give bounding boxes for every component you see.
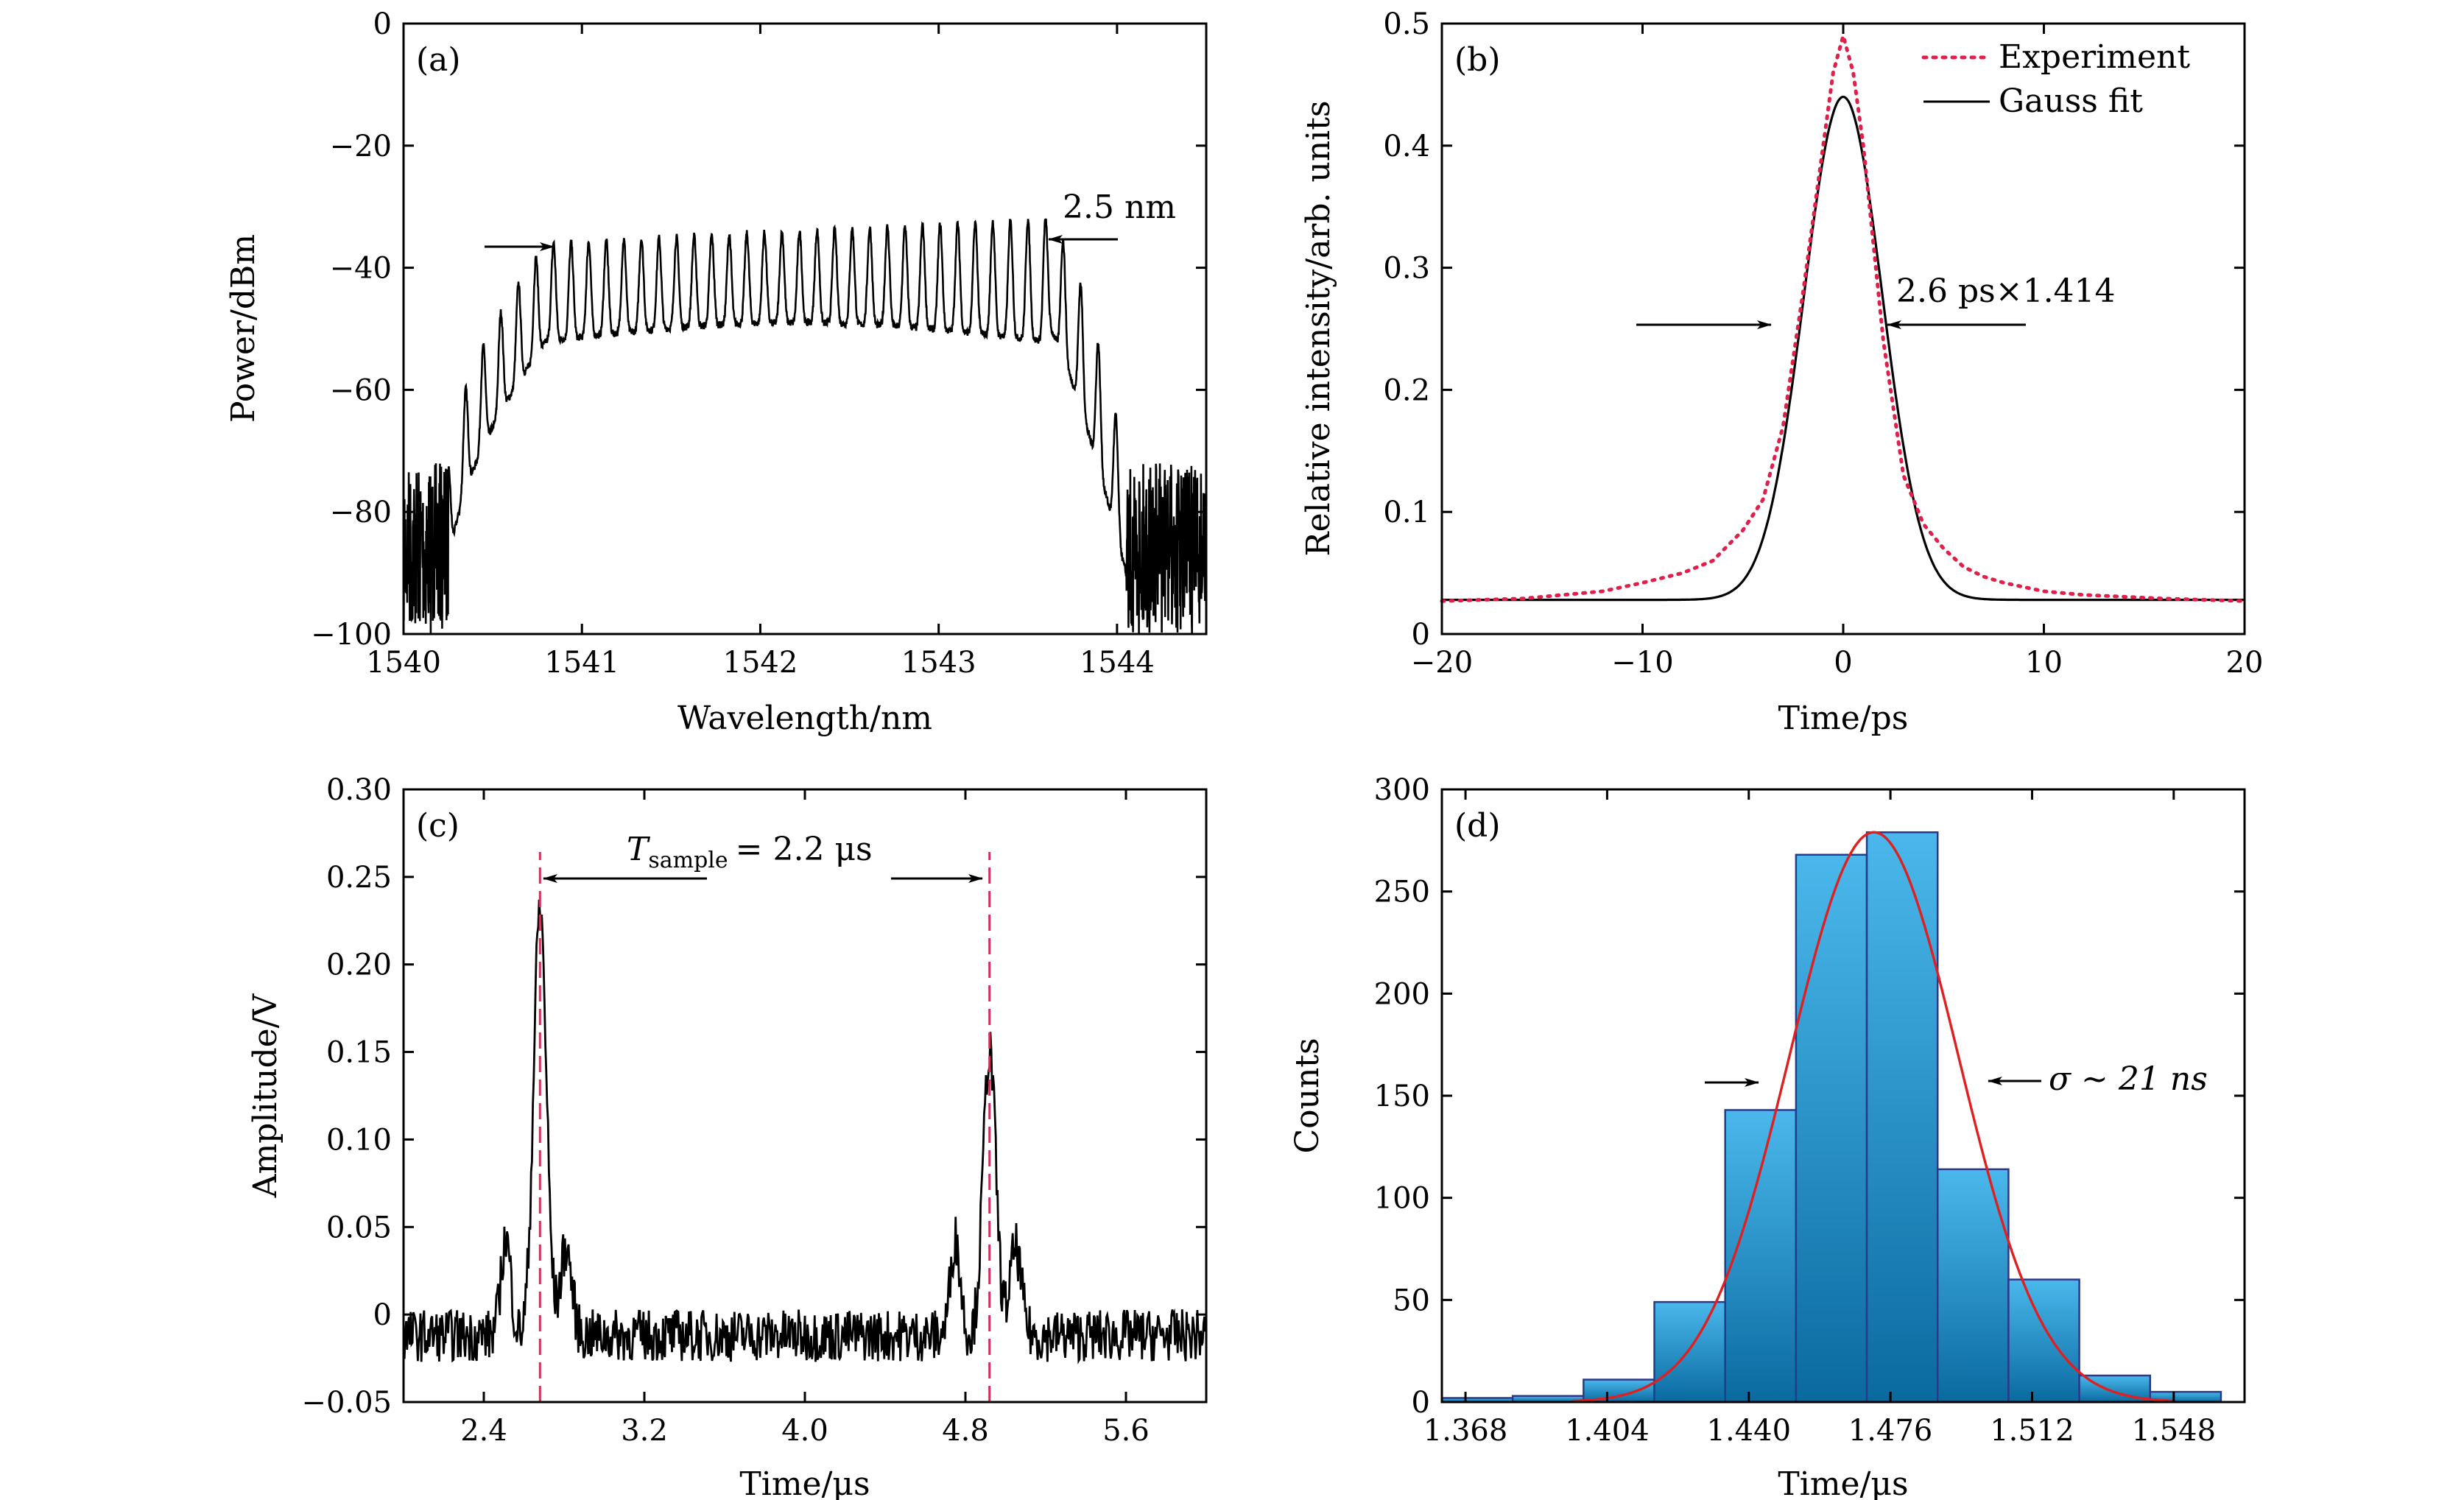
legend-gauss-label: Gauss fit xyxy=(1999,82,2143,120)
panel-c-annotation: Tsample = 2.2 μs xyxy=(543,831,983,883)
y-tick-label: 0.1 xyxy=(1383,496,1430,529)
y-tick-label: 0 xyxy=(1412,618,1430,652)
panel-a-plot xyxy=(402,218,1208,634)
x-tick-label: 4.0 xyxy=(781,1414,828,1448)
y-tick-label: 0.20 xyxy=(326,948,392,982)
y-tick-label: 0 xyxy=(1412,1386,1430,1420)
x-tick-label: 1544 xyxy=(1080,646,1155,680)
y-tick-label: 0.5 xyxy=(1383,7,1430,41)
x-tick-label: 1.476 xyxy=(1848,1414,1933,1448)
y-tick-label: 0.4 xyxy=(1383,130,1430,163)
x-tick-label: 1541 xyxy=(544,646,619,680)
experiment-line xyxy=(1440,34,2247,603)
panel-a-annotation: 2.5 nm xyxy=(485,189,1176,251)
panel-b-ylabel: Relative intensity/arb. units xyxy=(1300,100,1337,556)
panel-d: (d) Time/μs Counts 1.368 1.404 1.440 1.476 1… xyxy=(1289,773,2246,1500)
legend-experiment-label: Experiment xyxy=(1999,38,2190,76)
x-tick-label: 1.512 xyxy=(1990,1414,2074,1448)
y-tick-label: 250 xyxy=(1374,876,1430,909)
y-tick-label: 0 xyxy=(373,7,392,41)
y-tick-label: −0.05 xyxy=(301,1386,392,1420)
x-tick-label: 1543 xyxy=(901,646,976,680)
histogram-bar xyxy=(1724,1109,1798,1404)
panel-d-ylabel: Counts xyxy=(1289,1038,1326,1153)
y-tick-label: 0.15 xyxy=(326,1036,392,1070)
x-tick-label: 1542 xyxy=(723,646,798,680)
x-tick-label: 0 xyxy=(1834,646,1852,680)
x-tick-label: 5.6 xyxy=(1102,1414,1150,1448)
panel-d-ticks: 1.368 1.404 1.440 1.476 1.512 1.548 0 50 100 150 2… xyxy=(1374,773,2245,1448)
histogram-bar xyxy=(2007,1278,2080,1404)
x-tick-label: 10 xyxy=(2025,646,2063,680)
y-tick-label: −80 xyxy=(330,496,392,529)
panel-a-xlabel: Wavelength/nm xyxy=(677,700,932,737)
bandwidth-label: 2.5 nm xyxy=(1063,189,1176,226)
x-tick-label: 1540 xyxy=(366,646,441,680)
histogram-bar xyxy=(1653,1300,1726,1404)
y-tick-label: 0.05 xyxy=(326,1211,392,1244)
y-tick-label: 0.25 xyxy=(326,861,392,895)
panel-c-label: (c) xyxy=(416,807,460,845)
panel-c-plot xyxy=(402,852,1208,1402)
panel-a-ylabel: Power/dBm xyxy=(225,234,262,423)
panel-c-ylabel: Amplitude/V xyxy=(247,993,284,1198)
spectrum-line xyxy=(402,218,1208,634)
histogram-bar xyxy=(1936,1168,2010,1404)
gauss-fit-line xyxy=(1442,95,2245,602)
panel-a: (a) Wavelength/nm Power/dBm 1540 1541 1542… xyxy=(225,7,1208,737)
panel-d-annotation: σ ∼ 21 ns xyxy=(1705,1060,2208,1098)
y-tick-label: 200 xyxy=(1374,977,1430,1011)
x-tick-label: 2.4 xyxy=(460,1414,507,1448)
x-tick-label: 3.2 xyxy=(621,1414,668,1448)
panel-b-annotation: 2.6 ps×1.414 xyxy=(1636,272,2116,329)
x-tick-label: −10 xyxy=(1611,646,1673,680)
panel-b-ticks: −20 −10 0 10 20 0 0.1 0.2 0.3 0.4 0.5 xyxy=(1383,7,2263,680)
panel-d-plot xyxy=(1440,831,2222,1404)
y-tick-label: 0.10 xyxy=(326,1123,392,1157)
y-tick-label: 150 xyxy=(1374,1080,1430,1113)
panel-d-xlabel: Time/μs xyxy=(1778,1465,1908,1500)
y-tick-label: −60 xyxy=(330,373,392,407)
y-tick-label: 0 xyxy=(373,1298,392,1332)
histogram-bar xyxy=(1865,831,1939,1404)
x-tick-label: 1.368 xyxy=(1423,1414,1508,1448)
panel-a-ticks: 1540 1541 1542 1543 1544 0 −20 −40 −60 −80 −100 xyxy=(311,7,1206,680)
y-tick-label: 100 xyxy=(1374,1182,1430,1216)
panel-b-plot xyxy=(1440,34,2247,603)
y-tick-label: 0.30 xyxy=(326,773,392,807)
sigma-label: σ ∼ 21 ns xyxy=(2049,1060,2208,1098)
panel-b-xlabel: Time/ps xyxy=(1778,700,1909,737)
fwhm-label: 2.6 ps×1.414 xyxy=(1896,272,2116,310)
pulse-trace xyxy=(402,899,1208,1365)
x-tick-label: 4.8 xyxy=(942,1414,989,1448)
x-tick-label: 1.404 xyxy=(1565,1414,1650,1448)
y-tick-label: 300 xyxy=(1374,773,1430,807)
x-tick-label: 20 xyxy=(2226,646,2264,680)
panel-c: (c) Time/μs Amplitude/V 2.4 3.2 4.0 4.8 5.6 −… xyxy=(247,773,1208,1500)
panel-c-ticks: 2.4 3.2 4.0 4.8 5.6 −0.05 0 0.05 0.10 0.15 0.20 0.2… xyxy=(301,773,1206,1448)
panel-b-legend: Experiment Gauss fit xyxy=(1921,38,2190,120)
gauss-fit-curve xyxy=(1571,831,2174,1403)
panel-a-label: (a) xyxy=(416,41,461,79)
panel-a-frame xyxy=(402,22,1208,635)
y-tick-label: −100 xyxy=(311,618,392,652)
panel-b: (b) Time/ps Relative intensity/arb. unit… xyxy=(1300,7,2263,737)
y-tick-label: 0.3 xyxy=(1383,252,1430,286)
y-tick-label: −20 xyxy=(330,130,392,163)
panel-b-label: (b) xyxy=(1454,41,1501,79)
period-label: Tsample = 2.2 μs xyxy=(627,831,873,873)
y-tick-label: 0.2 xyxy=(1383,373,1430,407)
panel-c-xlabel: Time/μs xyxy=(739,1465,870,1500)
x-tick-label: −20 xyxy=(1411,646,1473,680)
y-tick-label: −40 xyxy=(330,252,392,286)
panel-d-label: (d) xyxy=(1454,807,1501,845)
x-tick-label: 1.440 xyxy=(1707,1414,1792,1448)
histogram-bar xyxy=(1795,853,1868,1404)
x-tick-label: 1.548 xyxy=(2132,1414,2217,1448)
y-tick-label: 50 xyxy=(1393,1284,1430,1317)
